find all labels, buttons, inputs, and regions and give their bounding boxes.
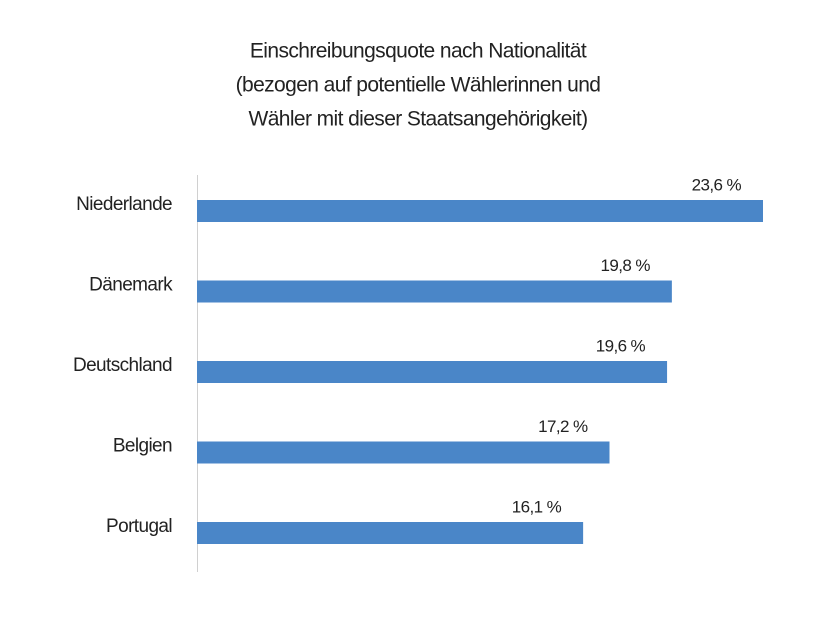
chart-title: Wähler mit dieser Staatsangehörigkeit) xyxy=(248,108,587,131)
bar xyxy=(197,361,668,383)
value-label: 23,6 % xyxy=(692,175,742,194)
category-label: Niederlande xyxy=(76,194,172,215)
chart-title: (bezogen auf potentielle Wählerinnen und xyxy=(236,74,601,97)
category-label: Belgien xyxy=(113,436,172,457)
category-label: Portugal xyxy=(106,516,172,537)
value-label: 17,2 % xyxy=(538,417,588,436)
bar xyxy=(197,522,584,544)
category-label: Dänemark xyxy=(89,275,173,296)
bar xyxy=(197,200,763,222)
chart-title: Einschreibungsquote nach Nationalität xyxy=(250,40,587,63)
category-label: Deutschland xyxy=(73,355,172,376)
value-label: 16,1 % xyxy=(512,497,562,516)
value-label: 19,6 % xyxy=(596,336,646,355)
bar xyxy=(197,441,610,464)
bar xyxy=(197,280,672,303)
value-label: 19,8 % xyxy=(601,256,651,275)
